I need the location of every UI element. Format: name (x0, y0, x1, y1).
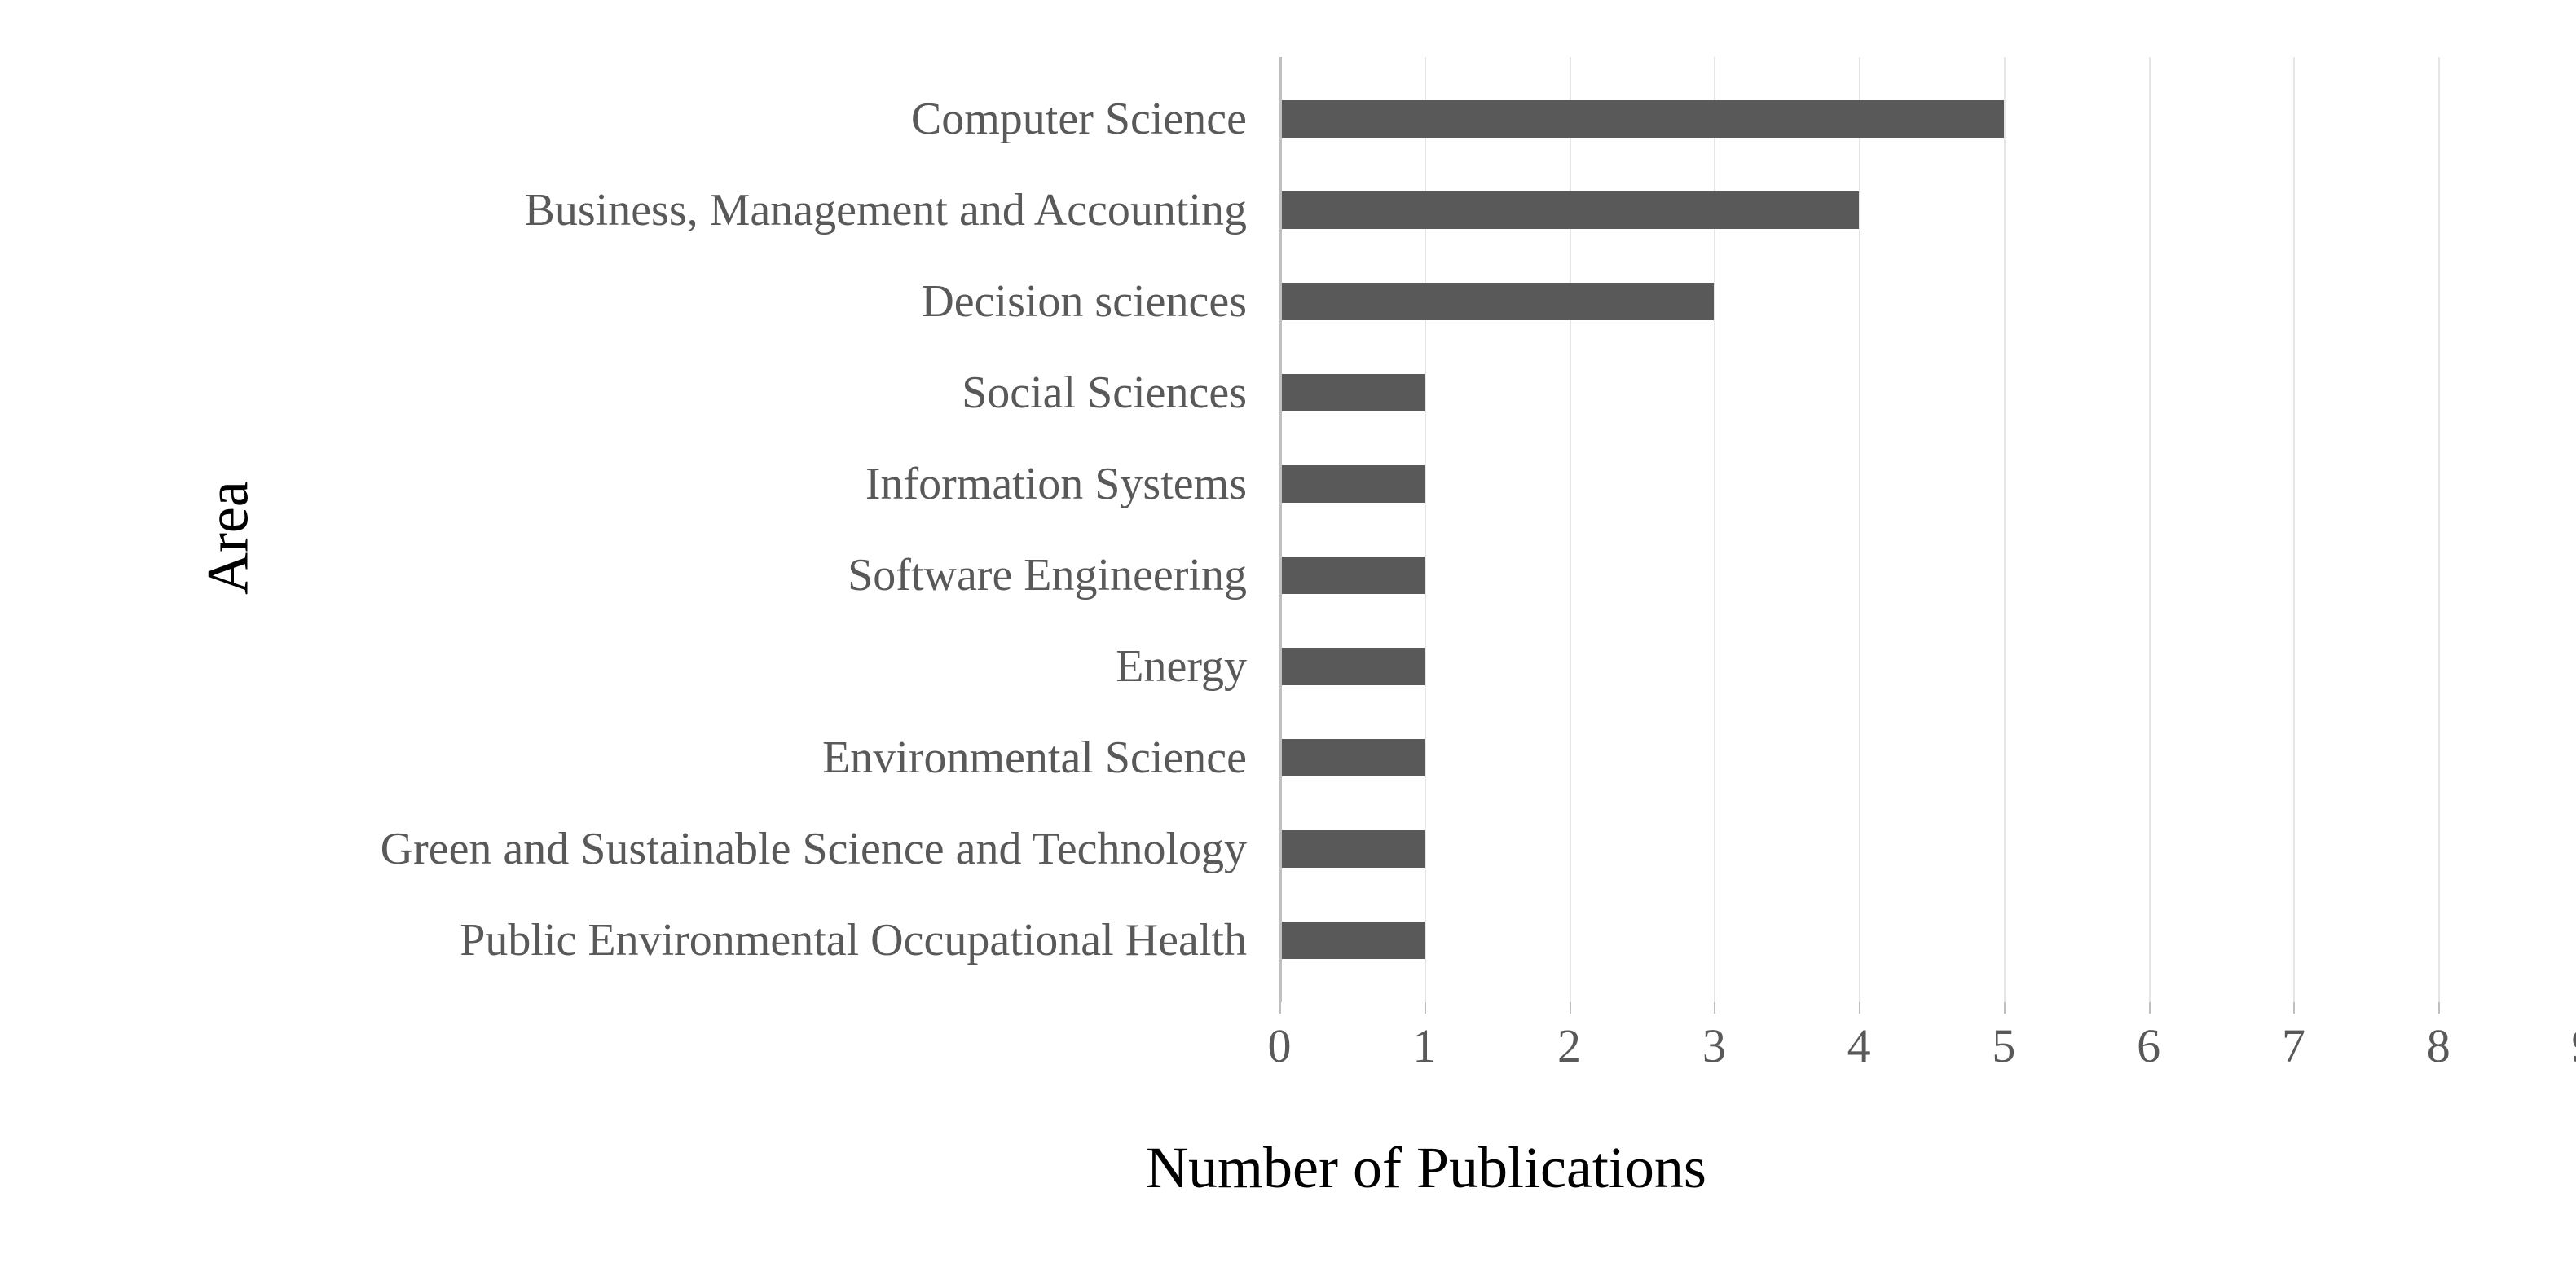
category-label: Public Environmental Occupational Health (147, 897, 1263, 983)
bar (1279, 739, 1425, 776)
bar-row (1279, 806, 2576, 892)
bar-row (1279, 897, 2576, 983)
category-label: Energy (147, 623, 1263, 710)
category-label: Social Sciences (147, 350, 1263, 436)
category-label: Green and Sustainable Science and Techno… (147, 806, 1263, 892)
x-tick-label: 5 (1992, 1018, 2015, 1073)
tick-mark (1570, 1002, 1571, 1014)
tick-mark (1859, 1002, 1860, 1014)
bar-row (1279, 350, 2576, 436)
bar-row (1279, 623, 2576, 710)
bar (1279, 191, 1859, 229)
tick-mark (1279, 1002, 1281, 1014)
bar-row (1279, 441, 2576, 527)
chart-container: Area Computer ScienceBusiness, Managemen… (147, 33, 2495, 1218)
tick-mark (1425, 1002, 1426, 1014)
bar (1279, 465, 1425, 503)
bars-group (1279, 57, 2576, 1002)
bar-row (1279, 258, 2576, 345)
bar (1279, 922, 1425, 959)
x-tick-label: 2 (1557, 1018, 1581, 1073)
category-labels: Computer ScienceBusiness, Management and… (147, 57, 1263, 1002)
category-label: Software Engineering (147, 532, 1263, 618)
bar-row (1279, 532, 2576, 618)
tick-mark (1714, 1002, 1715, 1014)
x-axis-title: Number of Publications (1146, 1134, 1706, 1202)
category-label: Computer Science (147, 76, 1263, 162)
category-label: Business, Management and Accounting (147, 167, 1263, 253)
tick-mark (2293, 1002, 2295, 1014)
tick-mark (2149, 1002, 2151, 1014)
bar (1279, 374, 1425, 411)
y-axis-line (1279, 57, 1282, 1002)
x-tick-label: 1 (1412, 1018, 1436, 1073)
tick-mark (2438, 1002, 2440, 1014)
bar (1279, 648, 1425, 685)
x-tick-label: 7 (2282, 1018, 2305, 1073)
x-tick-label: 3 (1702, 1018, 1726, 1073)
bar (1279, 283, 1714, 320)
plot-area (1279, 57, 2576, 1002)
x-tick-label: 4 (1847, 1018, 1871, 1073)
category-label: Environmental Science (147, 715, 1263, 801)
x-tick-label: 8 (2427, 1018, 2451, 1073)
category-label: Decision sciences (147, 258, 1263, 345)
x-tick-labels: 0123456789 (1279, 1018, 2576, 1084)
bar-row (1279, 167, 2576, 253)
x-tick-label: 0 (1268, 1018, 1292, 1073)
bar-row (1279, 76, 2576, 162)
tick-mark (2004, 1002, 2006, 1014)
category-label: Information Systems (147, 441, 1263, 527)
bar-row (1279, 715, 2576, 801)
x-tick-label: 9 (2572, 1018, 2576, 1073)
bar (1279, 557, 1425, 594)
bar (1279, 830, 1425, 868)
bar (1279, 100, 2004, 138)
x-tick-label: 6 (2137, 1018, 2160, 1073)
